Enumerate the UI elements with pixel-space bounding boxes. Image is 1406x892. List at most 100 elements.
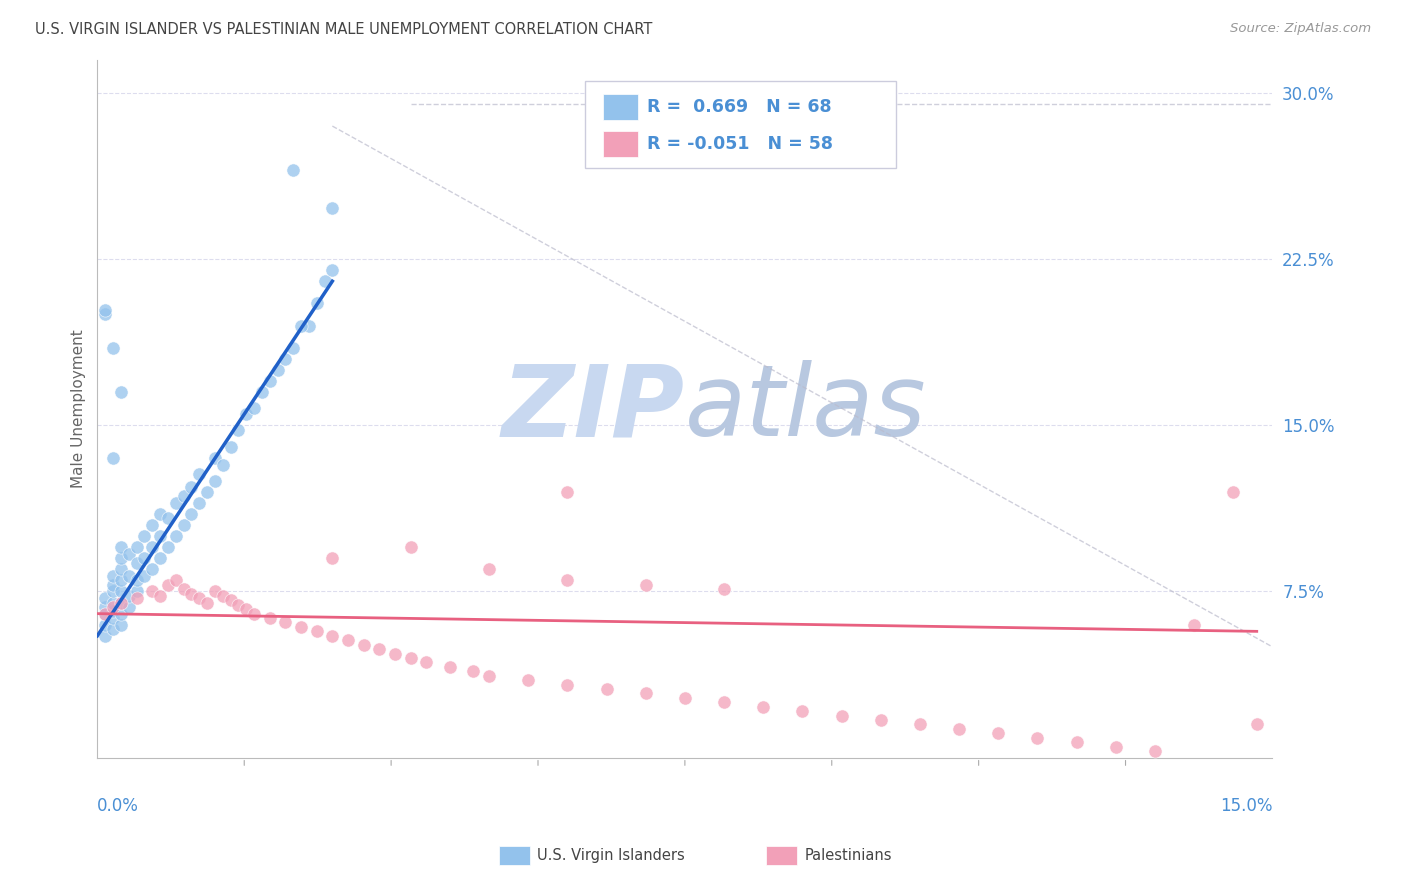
Point — [165, 529, 187, 543]
Point — [353, 638, 375, 652]
Point — [110, 562, 132, 576]
Point — [259, 611, 281, 625]
Point — [235, 407, 257, 421]
Point — [1222, 484, 1244, 499]
Point — [321, 551, 343, 566]
Point — [101, 611, 124, 625]
Point — [134, 551, 156, 566]
Point — [94, 303, 117, 318]
Point — [110, 595, 132, 609]
Point — [752, 699, 775, 714]
Point — [228, 598, 250, 612]
Point — [869, 713, 891, 727]
Point — [384, 647, 406, 661]
Point — [1026, 731, 1049, 745]
Point — [173, 582, 195, 597]
Point — [149, 507, 172, 521]
Point — [987, 726, 1010, 740]
Point — [165, 574, 187, 588]
Point — [204, 584, 226, 599]
Point — [399, 651, 422, 665]
Point — [274, 351, 297, 366]
Point — [118, 547, 141, 561]
Point — [792, 704, 814, 718]
Point — [118, 569, 141, 583]
Point — [110, 551, 132, 566]
Point — [219, 441, 242, 455]
Point — [110, 574, 132, 588]
Point — [101, 451, 124, 466]
Point — [298, 318, 321, 333]
FancyBboxPatch shape — [585, 80, 897, 168]
Point — [110, 617, 132, 632]
Point — [125, 574, 148, 588]
Text: 0.0%: 0.0% — [97, 797, 139, 814]
Point — [125, 591, 148, 606]
Point — [290, 318, 312, 333]
Point — [463, 665, 485, 679]
Point — [173, 518, 195, 533]
Point — [415, 656, 437, 670]
Text: U.S. Virgin Islanders: U.S. Virgin Islanders — [537, 848, 685, 863]
Point — [305, 296, 328, 310]
Point — [595, 681, 617, 696]
Point — [557, 484, 579, 499]
Point — [141, 540, 163, 554]
Point — [321, 201, 343, 215]
Point — [243, 401, 266, 415]
Point — [290, 620, 312, 634]
FancyBboxPatch shape — [603, 131, 638, 157]
Point — [94, 629, 117, 643]
Point — [713, 695, 735, 709]
Point — [188, 467, 211, 481]
Point — [321, 263, 343, 277]
Point — [101, 341, 124, 355]
Point — [243, 607, 266, 621]
Point — [110, 595, 132, 609]
Point — [399, 540, 422, 554]
Point — [188, 496, 211, 510]
Point — [110, 607, 132, 621]
Point — [1105, 739, 1128, 754]
Point — [1182, 617, 1205, 632]
Point — [141, 518, 163, 533]
Point — [204, 451, 226, 466]
Point — [101, 604, 124, 618]
Point — [101, 599, 124, 614]
Point — [195, 484, 218, 499]
FancyBboxPatch shape — [603, 94, 638, 120]
Point — [149, 589, 172, 603]
Point — [259, 374, 281, 388]
Point — [149, 551, 172, 566]
Point — [110, 584, 132, 599]
Point — [125, 540, 148, 554]
Point — [173, 489, 195, 503]
Point — [180, 480, 202, 494]
Point — [634, 578, 657, 592]
Point — [165, 496, 187, 510]
Point — [948, 722, 970, 736]
Point — [156, 511, 179, 525]
Point — [101, 578, 124, 592]
Point — [180, 587, 202, 601]
Point — [195, 595, 218, 609]
Point — [557, 574, 579, 588]
Text: ZIP: ZIP — [502, 360, 685, 457]
Point — [314, 274, 336, 288]
Point — [1246, 717, 1268, 731]
Text: Palestinians: Palestinians — [804, 848, 891, 863]
Text: Source: ZipAtlas.com: Source: ZipAtlas.com — [1230, 22, 1371, 36]
Point — [134, 569, 156, 583]
Point — [219, 593, 242, 607]
Point — [149, 529, 172, 543]
Point — [283, 341, 305, 355]
Point — [557, 677, 579, 691]
Point — [101, 569, 124, 583]
Y-axis label: Male Unemployment: Male Unemployment — [72, 329, 86, 488]
Point — [908, 717, 931, 731]
Point — [321, 629, 343, 643]
Point — [368, 642, 391, 657]
Point — [478, 562, 501, 576]
Point — [94, 591, 117, 606]
Point — [188, 591, 211, 606]
